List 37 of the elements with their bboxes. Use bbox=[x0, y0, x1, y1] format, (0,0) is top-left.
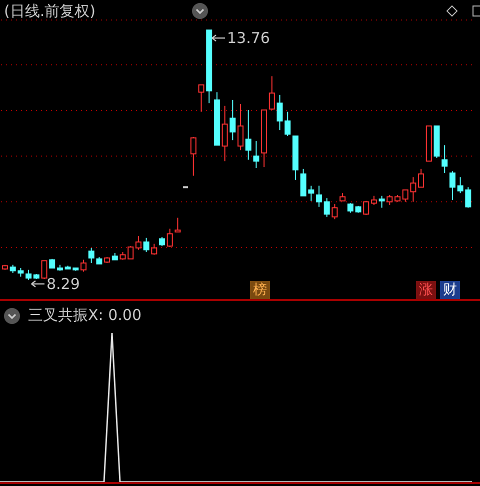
candlestick bbox=[363, 200, 370, 216]
candlestick bbox=[88, 247, 94, 264]
chart-title: 三叉共振X: 0.00 bbox=[28, 306, 142, 325]
candlestick bbox=[174, 217, 181, 232]
annotation: 13.76 bbox=[227, 29, 270, 48]
candlestick bbox=[166, 228, 173, 248]
annotation: 涨 bbox=[416, 281, 436, 300]
candlestick bbox=[26, 269, 32, 280]
candlestick bbox=[442, 144, 448, 174]
annotation: 榜 bbox=[250, 281, 270, 300]
chart-title: (日线.前复权) bbox=[4, 2, 96, 21]
candlestick bbox=[245, 109, 252, 160]
annotation: 财 bbox=[440, 281, 460, 300]
candlestick bbox=[253, 140, 260, 168]
candlestick bbox=[135, 236, 142, 250]
annotation: 8.29 bbox=[46, 274, 80, 293]
candlestick bbox=[347, 202, 354, 214]
candlestick bbox=[316, 185, 322, 208]
candlestick bbox=[324, 198, 330, 218]
candlestick bbox=[41, 260, 48, 280]
candlestick bbox=[222, 105, 228, 162]
candlestick bbox=[143, 237, 150, 253]
candlestick bbox=[151, 243, 158, 256]
candlestick bbox=[449, 170, 456, 200]
candlestick bbox=[418, 168, 424, 188]
candlestick bbox=[238, 104, 244, 151]
candlestick bbox=[230, 99, 236, 141]
candlestick bbox=[378, 195, 385, 208]
candlestick bbox=[80, 259, 86, 272]
candlestick bbox=[386, 194, 393, 206]
candlestick bbox=[198, 84, 204, 112]
candlestick bbox=[268, 76, 275, 110]
candlestick bbox=[370, 195, 377, 206]
candlestick bbox=[190, 136, 196, 176]
candlestick bbox=[49, 258, 56, 269]
candlestick bbox=[332, 204, 338, 220]
candlestick bbox=[159, 236, 165, 247]
